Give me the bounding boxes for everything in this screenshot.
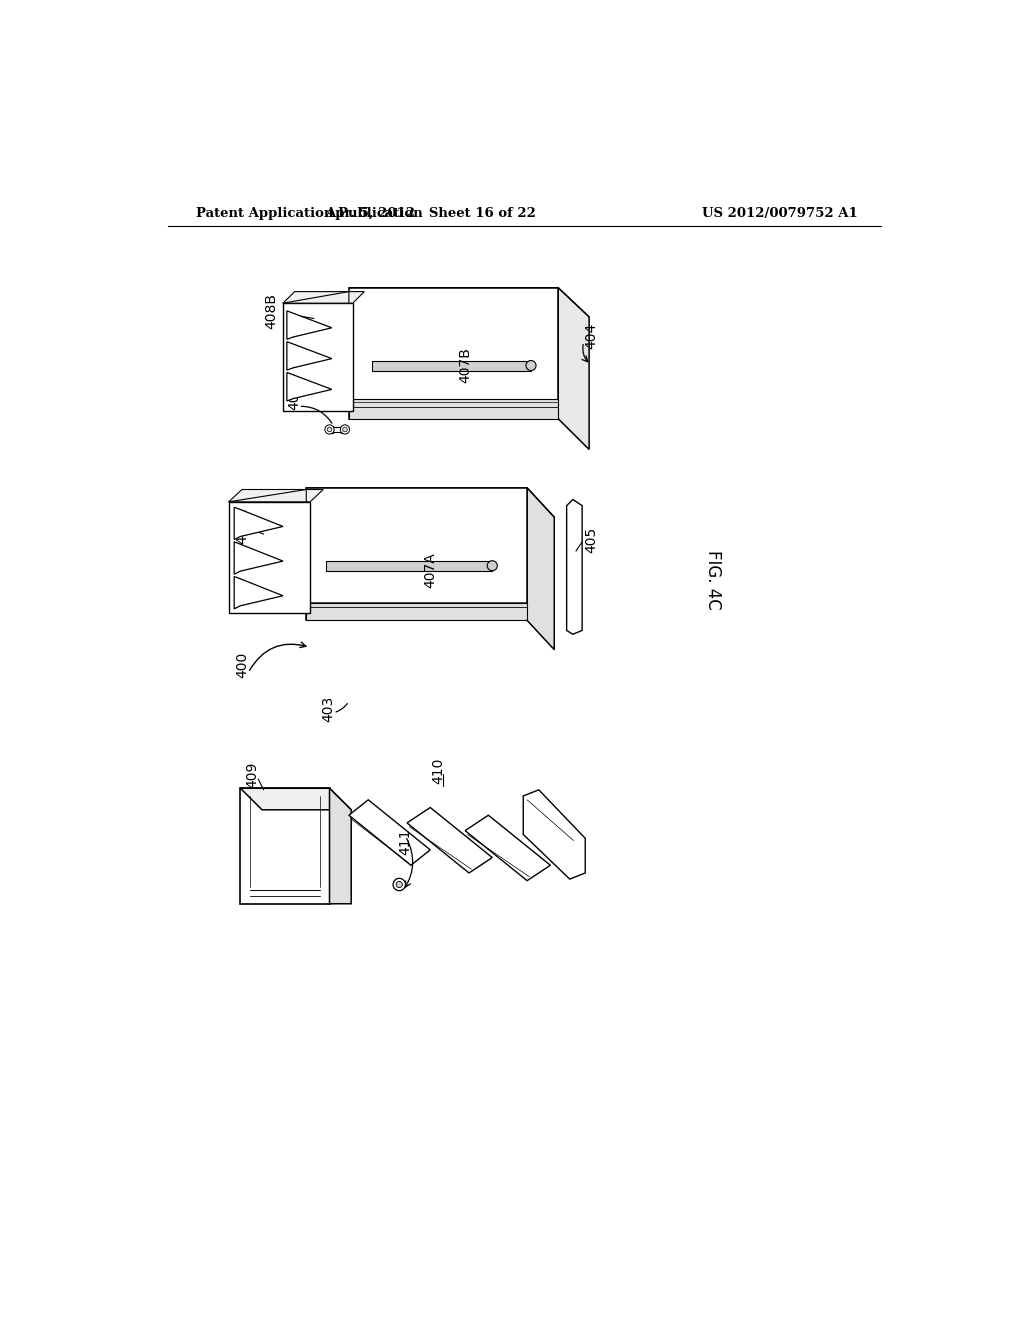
Text: 408B: 408B bbox=[264, 293, 279, 329]
Text: 406: 406 bbox=[288, 384, 302, 411]
Text: US 2012/0079752 A1: US 2012/0079752 A1 bbox=[701, 207, 857, 220]
Text: Patent Application Publication: Patent Application Publication bbox=[197, 207, 423, 220]
Polygon shape bbox=[306, 603, 527, 620]
Polygon shape bbox=[372, 360, 531, 371]
Circle shape bbox=[328, 428, 332, 432]
Polygon shape bbox=[349, 288, 558, 418]
Text: 409: 409 bbox=[245, 762, 259, 788]
Polygon shape bbox=[234, 543, 283, 574]
Circle shape bbox=[325, 425, 334, 434]
Polygon shape bbox=[566, 499, 583, 635]
Circle shape bbox=[393, 878, 406, 891]
Polygon shape bbox=[287, 342, 332, 370]
Text: 405: 405 bbox=[585, 527, 598, 553]
Polygon shape bbox=[306, 488, 527, 620]
Polygon shape bbox=[527, 488, 554, 649]
Circle shape bbox=[526, 360, 536, 371]
Polygon shape bbox=[283, 304, 352, 411]
Polygon shape bbox=[234, 507, 283, 540]
Text: 411: 411 bbox=[398, 829, 413, 855]
Polygon shape bbox=[287, 312, 332, 339]
Text: 410: 410 bbox=[431, 758, 445, 784]
Polygon shape bbox=[349, 288, 589, 317]
Polygon shape bbox=[306, 488, 554, 517]
Polygon shape bbox=[228, 490, 324, 502]
Text: 407B: 407B bbox=[458, 347, 472, 383]
Text: 404: 404 bbox=[585, 322, 598, 348]
Polygon shape bbox=[523, 789, 586, 879]
Polygon shape bbox=[326, 561, 493, 572]
Polygon shape bbox=[241, 788, 351, 810]
Text: FIG. 4C: FIG. 4C bbox=[705, 550, 722, 610]
Polygon shape bbox=[241, 788, 330, 904]
Circle shape bbox=[396, 882, 402, 887]
Polygon shape bbox=[349, 400, 558, 418]
Polygon shape bbox=[349, 800, 430, 866]
Polygon shape bbox=[287, 372, 332, 401]
Polygon shape bbox=[558, 288, 589, 449]
Text: 403: 403 bbox=[321, 696, 335, 722]
Polygon shape bbox=[234, 577, 283, 609]
Polygon shape bbox=[330, 788, 351, 904]
Polygon shape bbox=[407, 808, 493, 873]
Polygon shape bbox=[341, 425, 346, 433]
Text: 407A: 407A bbox=[423, 553, 437, 589]
Circle shape bbox=[340, 425, 349, 434]
Polygon shape bbox=[228, 502, 310, 612]
Polygon shape bbox=[328, 425, 334, 433]
Text: 400: 400 bbox=[236, 652, 250, 678]
Polygon shape bbox=[465, 816, 550, 880]
Polygon shape bbox=[283, 292, 365, 304]
Text: Apr. 5, 2012   Sheet 16 of 22: Apr. 5, 2012 Sheet 16 of 22 bbox=[325, 207, 536, 220]
Text: 408A: 408A bbox=[236, 508, 250, 544]
Circle shape bbox=[343, 428, 347, 432]
Polygon shape bbox=[334, 428, 341, 432]
Circle shape bbox=[487, 561, 498, 570]
